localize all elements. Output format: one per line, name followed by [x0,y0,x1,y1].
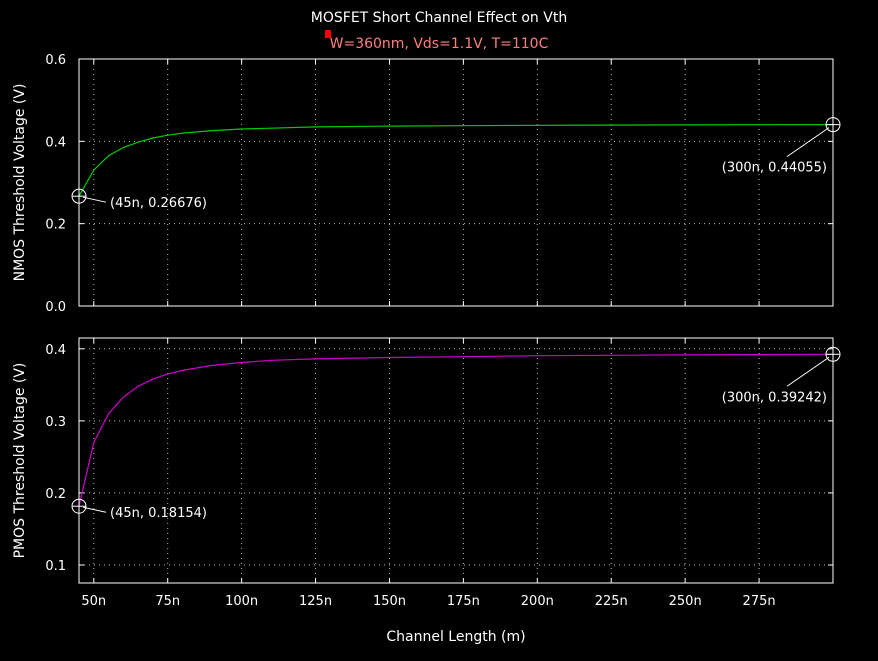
data-point [388,356,391,359]
x-tick-label: 150n [373,594,406,609]
data-point [181,132,184,134]
y-tick-label: 0.1 [45,559,66,574]
data-point [536,124,538,126]
y-tick-label: 0.0 [45,300,66,315]
x-axis-label: Channel Length (m) [386,629,525,645]
x-tick-label: 125n [299,594,332,609]
y-axis-label: NMOS Threshold Voltage (V) [12,84,28,282]
y-tick-label: 0.2 [45,218,66,233]
y-tick-label: 0.4 [45,343,66,358]
annotation-label: (45n, 0.18154) [110,506,207,521]
annotation-label: (300n, 0.39242) [722,390,827,405]
data-point [462,356,464,358]
data-point [241,128,243,130]
x-tick-label: 75n [155,594,180,609]
data-point [211,364,213,366]
data-point [462,125,464,127]
data-point [684,124,686,126]
annotation-label: (300n, 0.44055) [722,161,827,176]
x-tick-label: 50n [81,594,106,609]
x-tick-label: 100n [225,594,258,609]
data-point [152,137,154,139]
data-point [758,124,760,126]
y-tick-label: 0.6 [45,53,66,68]
data-point [270,359,272,361]
data-point [314,126,317,128]
annotation-leader [82,196,107,203]
y-tick-label: 0.3 [45,415,66,430]
annotation-label: (45n, 0.26676) [110,196,207,211]
series-line [78,353,834,507]
data-point [137,385,139,387]
data-point [684,354,686,356]
x-tick-label: 200n [521,594,554,609]
data-point [181,369,184,372]
data-point [536,355,538,357]
x-tick-label: 250n [669,594,702,609]
x-tick-label: 225n [595,594,628,609]
data-point [610,124,612,126]
annotation-leader [786,356,830,387]
y-tick-label: 0.2 [45,487,66,502]
data-point [107,413,110,415]
x-tick-label: 275n [743,594,776,609]
plot-frame-2 [78,337,834,584]
data-point [388,125,391,127]
data-point [167,134,169,136]
data-point [152,378,154,380]
data-point [137,141,139,143]
legend: W=360nm, Vds=1.1V, T=110C [0,30,878,52]
series-line [78,123,834,197]
y-axis-label: PMOS Threshold Voltage (V) [12,363,28,559]
annotation-leader [82,506,107,513]
data-point [107,155,110,157]
data-point [93,441,95,444]
data-point [758,353,760,356]
legend-marker [324,30,331,38]
data-point [314,358,317,360]
plot-frame-1 [78,58,834,307]
data-point [122,146,124,149]
legend-entry: W=360nm, Vds=1.1V, T=110C [324,30,549,52]
chart-subtitle: W=360nm, Vds=1.1V, T=110C [329,36,549,52]
data-point [610,354,612,356]
x-tick-label: 175n [447,594,480,609]
data-point [93,169,95,171]
data-point [241,361,243,364]
y-tick-label: 0.4 [45,135,66,150]
data-point [211,130,213,132]
data-point [167,373,169,375]
data-point [270,127,272,129]
chart-title: MOSFET Short Channel Effect on Vth [310,10,568,26]
annotation-leader [786,127,830,158]
data-point [122,396,124,398]
